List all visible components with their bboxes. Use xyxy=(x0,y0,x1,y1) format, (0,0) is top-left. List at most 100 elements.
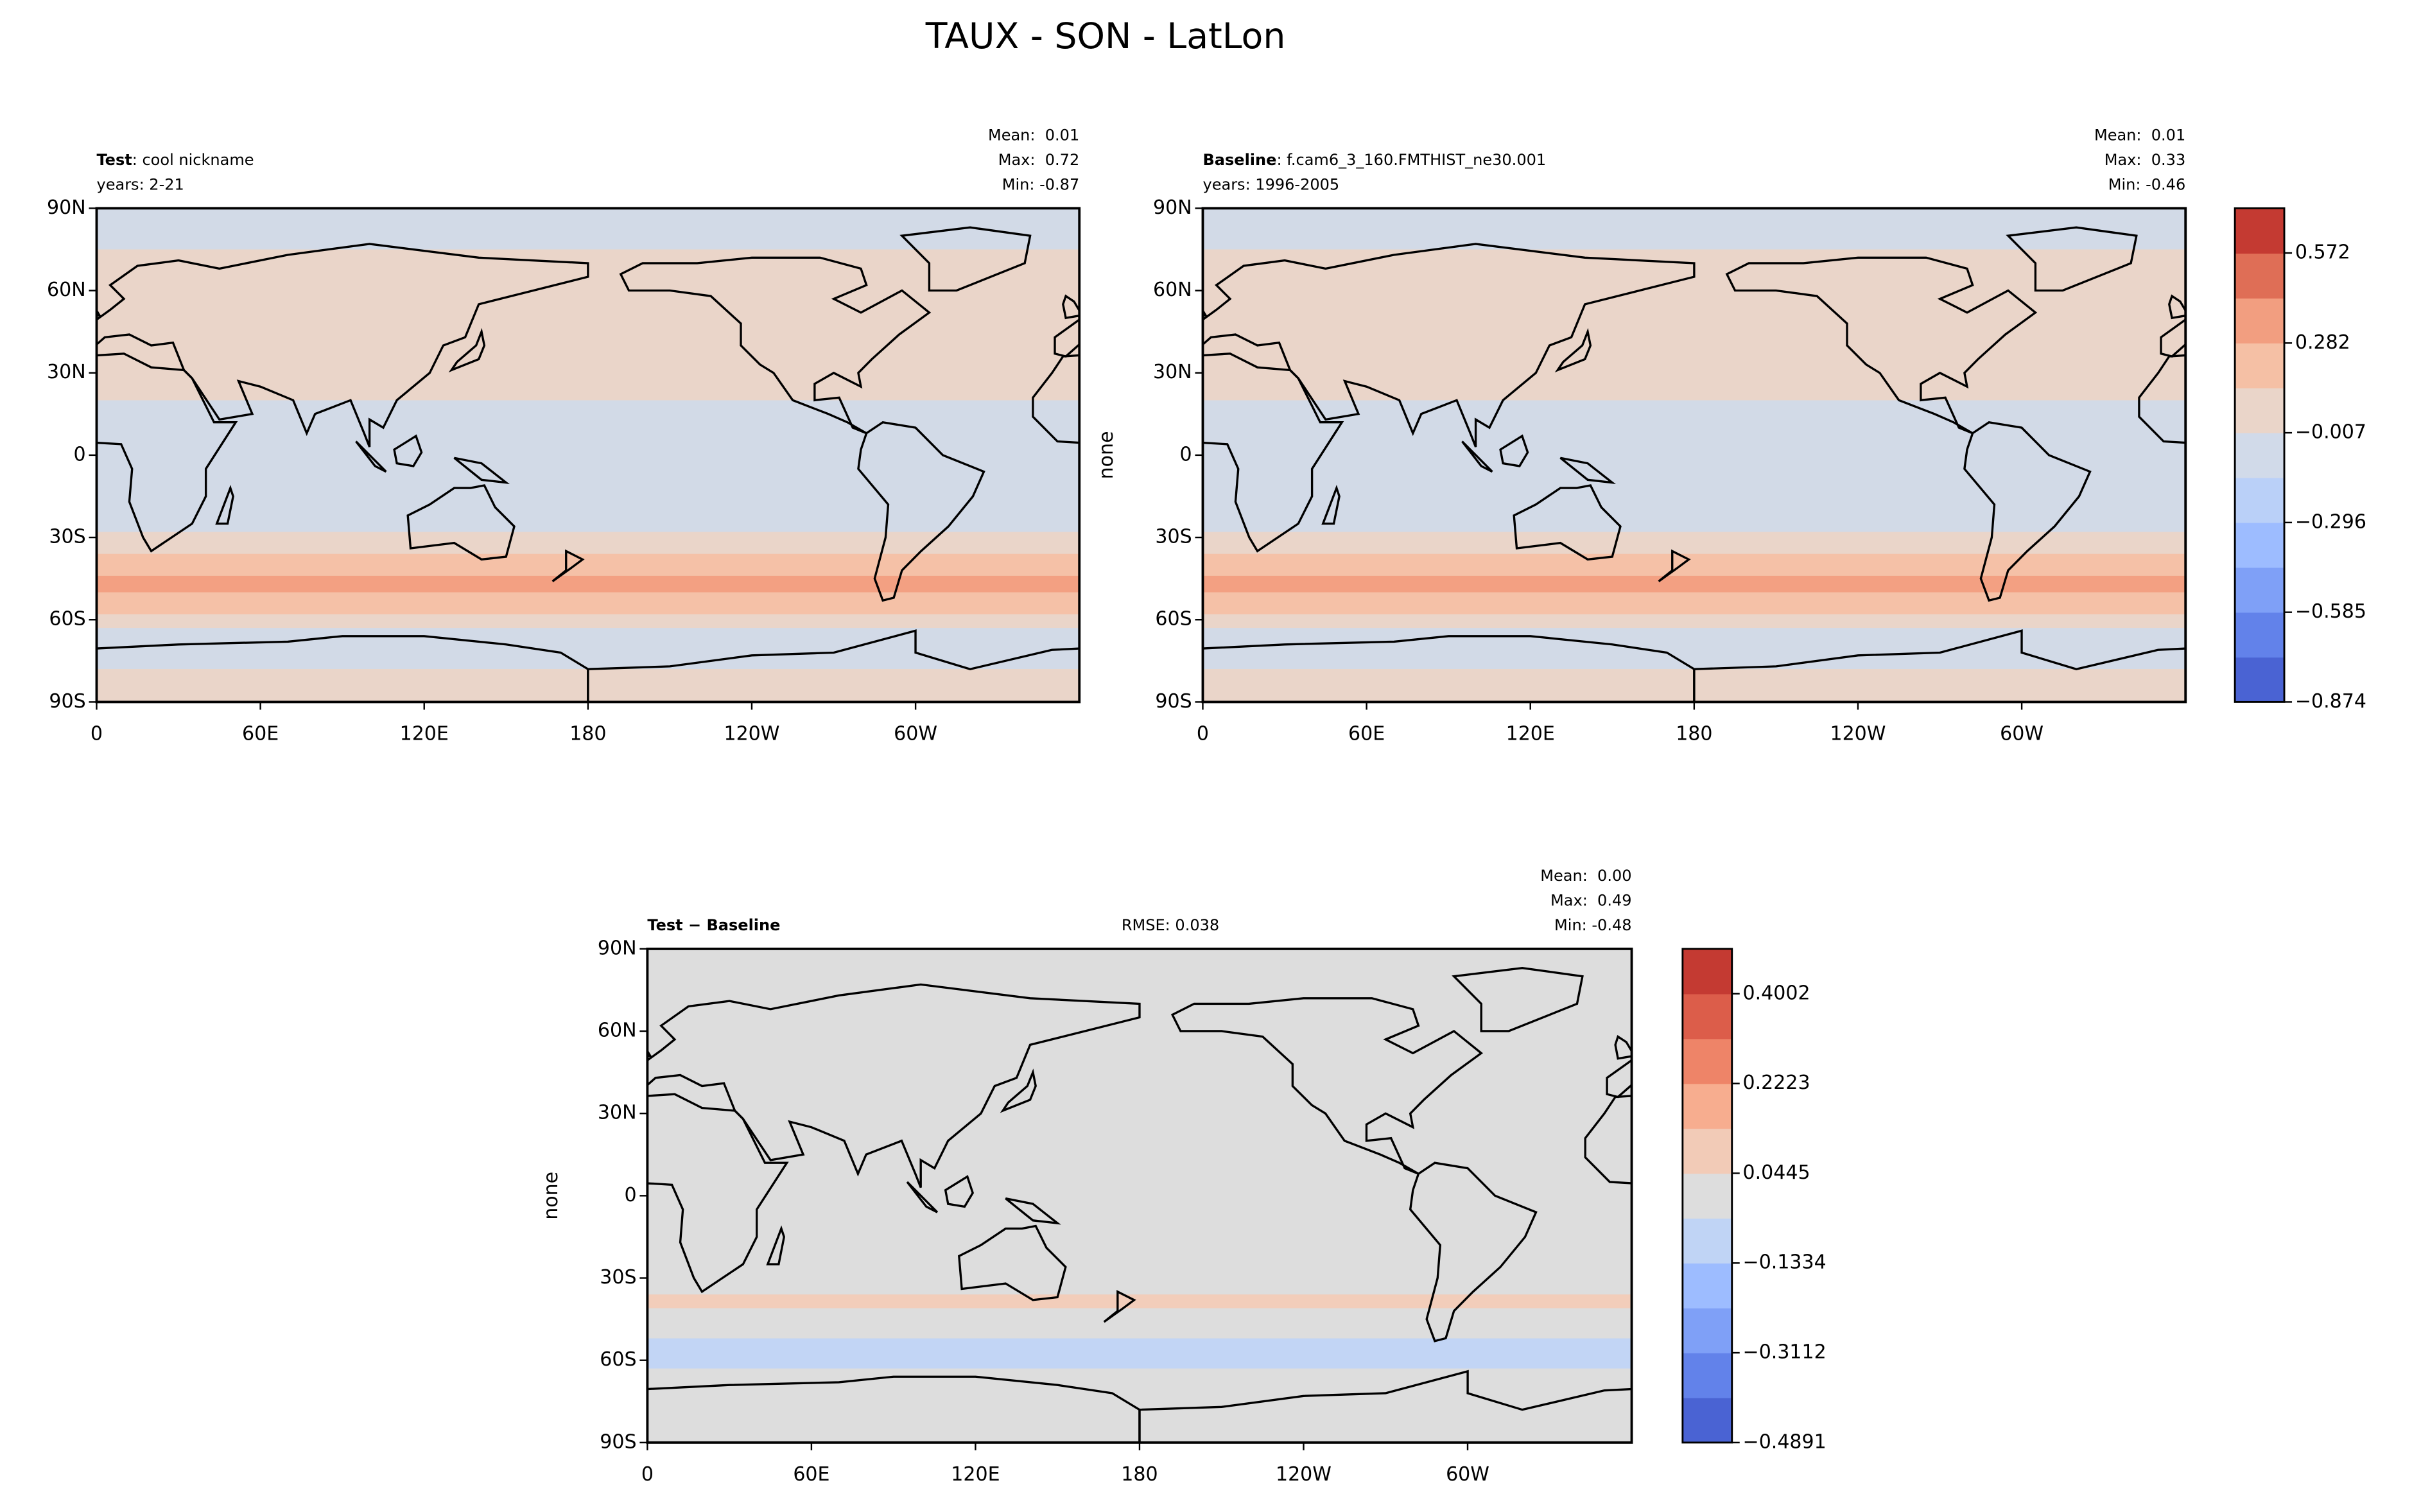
y-tick-label: 90S xyxy=(600,1430,636,1453)
y-tick-label: 90N xyxy=(47,196,86,219)
coastline xyxy=(1062,294,1080,320)
colorbar-tick-label: 0.282 xyxy=(2295,331,2350,354)
figure-title: TAUX - SON - LatLon xyxy=(925,16,1286,57)
coastline xyxy=(1693,629,2186,702)
colorbar-tick-label: 0.4002 xyxy=(1743,982,1810,1004)
colorbar-segment xyxy=(1682,993,1732,1039)
y-tick-label: 30N xyxy=(1153,361,1192,383)
x-tick-label: 60E xyxy=(242,722,279,745)
coastline xyxy=(1461,440,1493,473)
coastline xyxy=(647,1093,789,1294)
coastline xyxy=(1559,456,1616,485)
colorbar-segment xyxy=(2235,432,2285,478)
coastline xyxy=(958,1224,1067,1301)
panel-title-bold: Test − Baseline xyxy=(647,916,780,934)
panel-title: Test − Baseline xyxy=(647,916,780,934)
colorbar-segment xyxy=(1682,1218,1732,1264)
colorbar-segment xyxy=(2235,657,2285,703)
x-tick-label: 0 xyxy=(91,722,103,745)
y-axis-label: none xyxy=(540,1172,562,1220)
coastline xyxy=(899,226,1032,292)
y-tick-label: 0 xyxy=(1180,443,1192,465)
field-band xyxy=(96,628,1080,670)
x-tick-label: 0 xyxy=(641,1463,654,1486)
colorbar-segment xyxy=(2235,388,2285,433)
colorbar-tick-label: −0.585 xyxy=(2295,600,2366,623)
x-tick-label: 180 xyxy=(569,722,606,745)
coastline xyxy=(1891,1182,1922,1212)
colorbar-segment xyxy=(2235,567,2285,613)
coastline xyxy=(551,549,585,582)
field-band xyxy=(96,575,1080,593)
stat-label: Mean: 0.01 xyxy=(988,126,1079,144)
coastline xyxy=(0,227,48,290)
coastline xyxy=(2006,226,2138,292)
stat-label: Min: -0.48 xyxy=(1554,916,1631,934)
colorbar-tick-label: −0.3112 xyxy=(1743,1341,1827,1364)
coastline xyxy=(647,983,1141,1188)
y-axis-label: none xyxy=(1095,431,1118,479)
colorbar-tick-label: −0.874 xyxy=(2295,690,2366,713)
colorbar-segment xyxy=(2235,343,2285,388)
y-tick-label: 60S xyxy=(1155,608,1192,630)
colorbar-segment xyxy=(1682,948,1732,995)
y-tick-label: 90N xyxy=(1153,196,1192,219)
coastline xyxy=(1321,485,1341,525)
coastline xyxy=(2160,318,2186,358)
field-band xyxy=(1202,208,2186,250)
coastline xyxy=(406,484,516,561)
coastline xyxy=(355,440,387,473)
x-tick-label: 60W xyxy=(2000,722,2044,745)
colorbar-tick-label: −0.1334 xyxy=(1743,1251,1827,1274)
y-tick-label: 60S xyxy=(600,1348,636,1371)
panel-title: Baseline: f.cam6_3_160.FMTHIST_ne30.001 xyxy=(1202,151,1546,169)
coastline xyxy=(1554,327,1592,373)
field-band xyxy=(647,1338,1632,1369)
coastline xyxy=(1930,1177,1957,1207)
coastline xyxy=(393,434,423,467)
colorbar-segment xyxy=(1682,1353,1732,1398)
panel-subtitle: years: 2-21 xyxy=(96,175,184,193)
x-tick-label: 120E xyxy=(400,722,449,745)
coastline xyxy=(470,968,598,1031)
map-field xyxy=(1202,208,2186,702)
colorbar-segment xyxy=(2235,522,2285,568)
panel-title-rest: : cool nickname xyxy=(132,151,254,169)
panel-title-bold: Baseline xyxy=(1202,151,1276,169)
y-tick-label: 90N xyxy=(598,937,637,959)
coastline xyxy=(426,1163,551,1341)
colorbar-segment xyxy=(2235,298,2285,343)
coastline xyxy=(1990,1199,2042,1223)
coastline xyxy=(1452,966,1584,1032)
x-tick-label: 0 xyxy=(1197,722,1209,745)
colorbar-segment xyxy=(1682,1263,1732,1308)
coastline xyxy=(96,243,589,448)
map-field xyxy=(0,208,1080,702)
coastline xyxy=(1005,1197,1061,1225)
field-band xyxy=(96,400,1080,532)
coastline xyxy=(1658,549,1691,582)
colorbar-segment xyxy=(2235,208,2285,254)
map-field xyxy=(426,948,2119,1443)
y-tick-label: 30N xyxy=(598,1102,637,1124)
stat-label: Mean: 0.00 xyxy=(1540,867,1631,885)
x-tick-label: 120W xyxy=(1276,1463,1332,1486)
coastline xyxy=(2088,1292,2119,1322)
coastline xyxy=(1614,1035,1632,1060)
x-tick-label: 120E xyxy=(1506,722,1555,745)
y-tick-label: 60N xyxy=(598,1020,637,1042)
y-tick-label: 60S xyxy=(49,608,85,630)
colorbar-frame xyxy=(1681,948,1733,1444)
stat-label: Max: 0.49 xyxy=(1550,891,1631,909)
x-tick-label: 120E xyxy=(951,1463,1000,1486)
y-tick-label: 0 xyxy=(624,1184,636,1206)
y-tick-label: 0 xyxy=(74,443,86,465)
y-tick-label: 90S xyxy=(1155,690,1192,713)
coastline xyxy=(944,1175,975,1208)
rmse-label: RMSE: 0.038 xyxy=(1122,916,1219,934)
y-tick-label: 60N xyxy=(47,279,86,301)
coastline xyxy=(1987,1072,2020,1111)
coastline xyxy=(1170,997,1483,1175)
y-tick-label: 30S xyxy=(49,526,85,548)
